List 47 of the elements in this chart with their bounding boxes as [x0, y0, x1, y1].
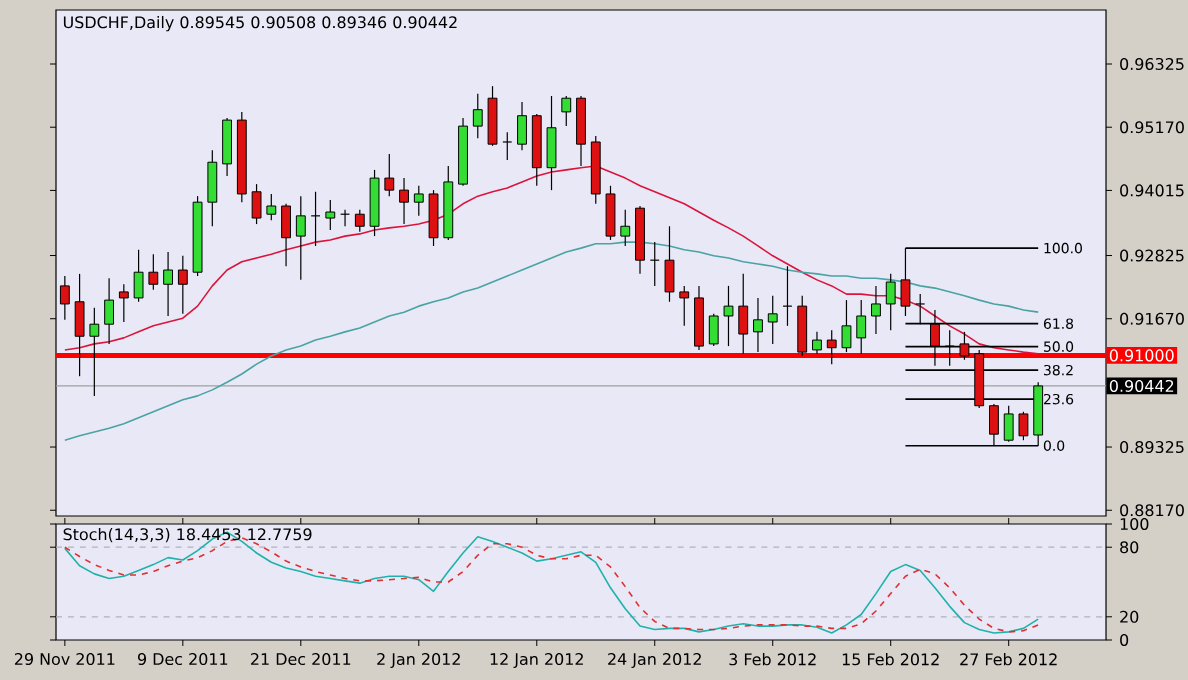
- candlestick: [266, 193, 277, 221]
- candlestick: [782, 265, 793, 327]
- candlestick: [841, 299, 852, 353]
- candlestick: [281, 203, 291, 267]
- candlestick: [207, 149, 218, 227]
- candlestick: [502, 131, 513, 161]
- candlestick: [885, 273, 896, 331]
- line-series: [64, 165, 1039, 355]
- candlestick: [517, 101, 527, 151]
- candlestick: [738, 273, 749, 355]
- candlestick: [104, 277, 115, 345]
- candlestick: [428, 189, 439, 247]
- candlestick: [856, 299, 867, 355]
- candlestick: [1018, 411, 1029, 441]
- candlestick: [310, 191, 321, 247]
- candlestick: [546, 95, 557, 191]
- candlestick: [384, 153, 395, 197]
- candlestick: [708, 313, 719, 347]
- candlestick: [812, 331, 822, 355]
- candlestick: [723, 285, 734, 347]
- candlestick: [251, 183, 262, 225]
- candlestick: [295, 195, 306, 281]
- candlestick: [399, 177, 409, 225]
- candlestick: [826, 329, 837, 365]
- candlestick: [163, 251, 174, 317]
- candlestick: [576, 95, 586, 167]
- candlestick: [89, 307, 100, 397]
- candlestick: [148, 253, 159, 291]
- candlestick: [605, 185, 616, 241]
- candlestick: [222, 117, 232, 177]
- candlestick: [118, 283, 129, 323]
- candlestick: [679, 285, 690, 327]
- candlestick: [133, 249, 144, 303]
- candlestick: [472, 93, 483, 139]
- candlestick: [487, 85, 498, 147]
- candlestick: [797, 295, 808, 357]
- candlestick: [664, 225, 675, 303]
- candlestick: [413, 185, 424, 217]
- candlestick: [74, 273, 85, 377]
- candlestick: [871, 285, 881, 335]
- candlestick: [354, 209, 365, 233]
- candlestick: [767, 295, 778, 345]
- candlestick: [325, 199, 336, 231]
- candlestick: [620, 209, 631, 247]
- candlestick: [561, 95, 572, 127]
- candlestick: [177, 255, 188, 315]
- candlestick: [753, 297, 763, 353]
